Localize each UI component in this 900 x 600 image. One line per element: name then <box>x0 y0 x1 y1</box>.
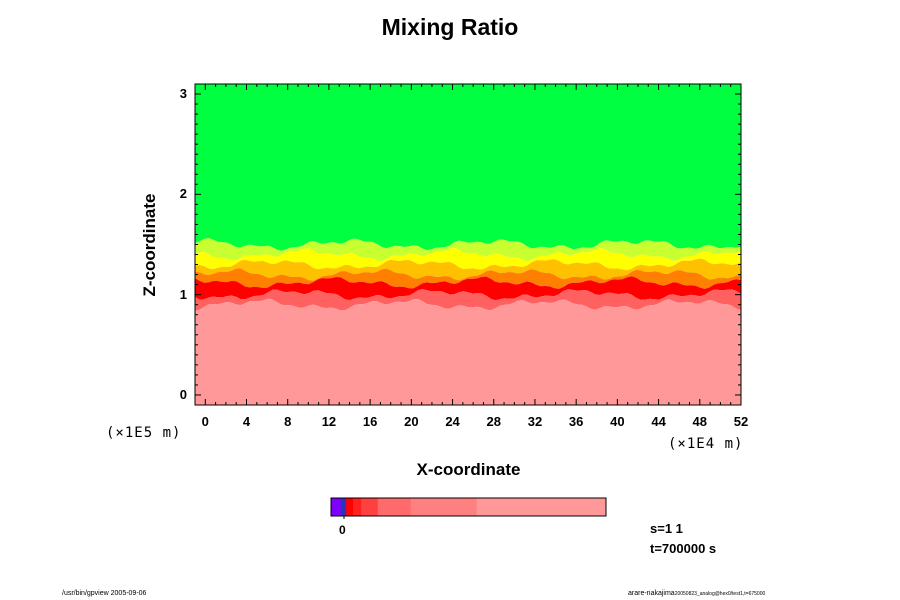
colorbar-segment-7 <box>476 498 607 516</box>
x-tick-label: 20 <box>404 414 419 429</box>
y-tick-label: 1 <box>179 286 187 302</box>
x-tick-label: 44 <box>651 414 666 429</box>
footer-source: arare-nakajima20050823_analog@hex0/test1… <box>628 590 765 597</box>
x-tick-label: 28 <box>486 414 501 429</box>
heatmap-band-4 <box>195 268 741 289</box>
x-tick-label: 52 <box>733 414 749 429</box>
x-tick-label: 32 <box>527 414 543 429</box>
colorbar <box>330 497 607 519</box>
heatmap-band-7 <box>195 298 741 405</box>
x-tick-label: 36 <box>568 414 584 429</box>
colorbar-segment-6 <box>410 498 478 516</box>
time-annotation: t=700000 s <box>650 541 717 556</box>
y-tick-label: 2 <box>179 186 187 202</box>
colorbar-zero-label: 0 <box>339 523 346 537</box>
colorbar-segment-5 <box>377 498 412 516</box>
heatmap-field <box>195 84 741 405</box>
x-tick-label: 48 <box>692 414 708 429</box>
colorbar-segment-1 <box>340 498 347 516</box>
heatmap-band-2 <box>195 247 741 271</box>
footer-file: 20050823_analog@hex0/test1,t=675000 <box>674 591 766 597</box>
footer-author: arare-nakajima <box>628 590 675 597</box>
axis-ticks <box>194 83 742 406</box>
heatmap-band-1 <box>195 238 741 262</box>
heatmap-band-3 <box>195 258 741 281</box>
colorbar-segment-2 <box>346 498 354 516</box>
x-tick-label: 0 <box>201 414 209 429</box>
y-scale-label: (×1E5 m) <box>106 425 182 441</box>
x-tick-label: 24 <box>445 414 460 429</box>
footer-command: /usr/bin/gpview 2005-09-06 <box>62 590 147 597</box>
x-tick-label: 40 <box>610 414 625 429</box>
heatmap-band-0 <box>195 84 741 251</box>
y-tick-label: 3 <box>179 86 187 102</box>
x-tick-label: 8 <box>284 414 292 429</box>
x-scale-label: (×1E4 m) <box>668 436 744 452</box>
x-tick-label: 12 <box>321 414 337 429</box>
step-annotation: s=1 1 <box>650 521 683 536</box>
x-tick-label: 16 <box>362 414 378 429</box>
colorbar-segment-4 <box>361 498 379 516</box>
chart-title: Mixing Ratio <box>381 14 519 40</box>
heatmap-band-6 <box>195 289 741 311</box>
colorbar-segment-0 <box>331 498 342 516</box>
x-tick-label: 4 <box>242 414 251 429</box>
heatmap-band-5 <box>195 276 741 301</box>
x-axis-label: X-coordinate <box>416 460 521 479</box>
colorbar-border <box>330 497 607 517</box>
y-tick-label: 0 <box>179 386 187 402</box>
colorbar-segment-3 <box>353 498 362 516</box>
